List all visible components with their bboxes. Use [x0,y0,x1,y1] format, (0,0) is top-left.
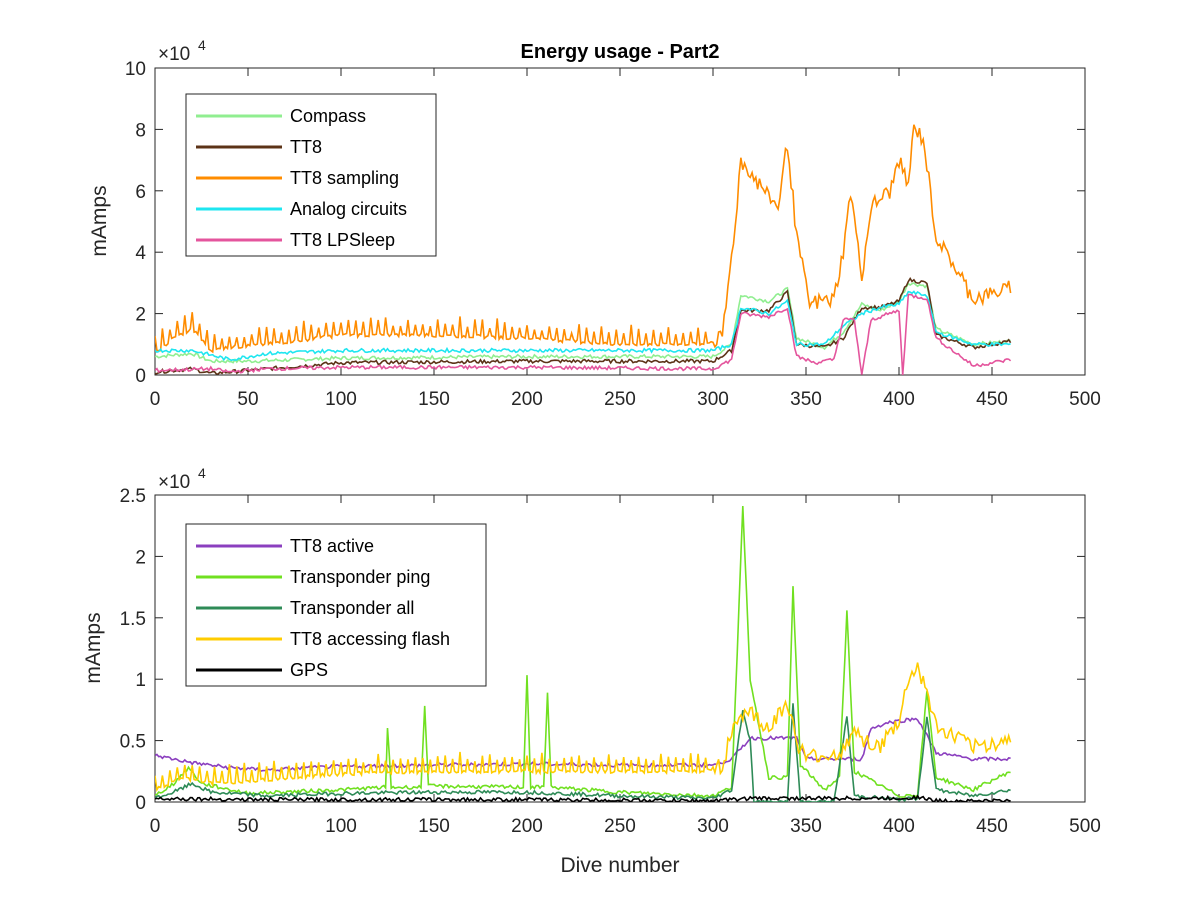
bottom-series-lines [155,505,1012,802]
series-line-transponder-ping [155,505,1011,799]
bottom-exponent-power: 4 [198,465,206,481]
series-line-compass [155,282,1011,364]
bottom-x-axis-label: Dive number [560,854,679,877]
y-tick-label: 2.5 [120,486,146,507]
y-tick-label: 10 [125,59,146,80]
x-tick-label: 450 [976,816,1008,837]
series-line-tt8-sampling [155,124,1012,354]
x-tick-label: 400 [883,389,915,410]
x-tick-label: 250 [604,389,636,410]
x-tick-label: 0 [150,816,161,837]
x-tick-label: 500 [1069,816,1101,837]
legend-label: GPS [290,660,328,680]
legend-label: TT8 [290,137,322,157]
series-line-gps [155,794,1011,802]
x-tick-label: 0 [150,389,161,410]
legend-label: TT8 accessing flash [290,629,450,649]
y-tick-label: 0.5 [120,732,146,753]
x-tick-label: 200 [511,816,543,837]
y-tick-label: 4 [135,243,146,264]
x-tick-label: 50 [237,816,258,837]
legend-label: TT8 LPSleep [290,230,395,250]
x-tick-label: 300 [697,816,729,837]
bottom-exponent-base: ×10 [158,472,190,493]
x-tick-label: 500 [1069,389,1101,410]
series-line-tt8-lpsleep [155,293,1012,375]
bottom-legend: TT8 active Transponder ping Transponder al… [185,523,487,687]
x-tick-label: 250 [604,816,636,837]
legend-label: TT8 sampling [290,168,399,188]
y-tick-label: 0 [135,366,146,387]
x-tick-label: 50 [237,389,258,410]
top-exponent-power: 4 [198,37,206,53]
x-tick-label: 300 [697,389,729,410]
bottom-ticks: 0 50 100 150 200 250 300 350 400 450 500 0 0.5 1 1.5 2 2… [120,486,1101,837]
y-tick-label: 8 [135,120,146,141]
top-legend: Compass TT8 TT8 sampling Analog circuits TT8… [185,93,437,257]
x-tick-label: 150 [418,389,450,410]
top-y-axis-label: mAmps [88,185,111,256]
legend-box [185,93,437,257]
top-panel: 0 50 100 150 200 250 300 350 400 450 500 0 2 4 6 8 10 ×1… [88,37,1101,410]
y-tick-label: 1 [135,670,146,691]
x-tick-label: 200 [511,389,543,410]
x-tick-label: 350 [790,816,822,837]
legend-label: Analog circuits [290,199,407,219]
series-line-tt8 [155,276,1012,375]
chart-title: Energy usage - Part2 [521,41,720,63]
y-tick-label: 2 [135,305,146,326]
bottom-panel: 0 50 100 150 200 250 300 350 400 450 500 0 0.5 1 1.5 2 2… [82,465,1101,877]
x-tick-label: 350 [790,389,822,410]
x-tick-label: 100 [325,389,357,410]
top-ticks: 0 50 100 150 200 250 300 350 400 450 500 0 2 4 6 8 10 [125,59,1101,410]
legend-label: Compass [290,106,366,126]
y-tick-label: 0 [135,793,146,814]
x-tick-label: 400 [883,816,915,837]
y-tick-label: 6 [135,182,146,203]
top-series-lines [155,124,1012,375]
x-tick-label: 100 [325,816,357,837]
series-line-analog-circuits [155,290,1011,362]
x-tick-label: 150 [418,816,450,837]
y-tick-label: 2 [135,547,146,568]
legend-box [185,523,487,687]
x-tick-label: 450 [976,389,1008,410]
legend-label: Transponder all [290,598,414,618]
legend-label: Transponder ping [290,567,430,587]
legend-label: TT8 active [290,536,374,556]
y-tick-label: 1.5 [120,609,146,630]
series-line-tt8-accessing-flash [155,662,1012,793]
bottom-y-axis-label: mAmps [82,612,105,683]
top-exponent-base: ×10 [158,44,190,65]
